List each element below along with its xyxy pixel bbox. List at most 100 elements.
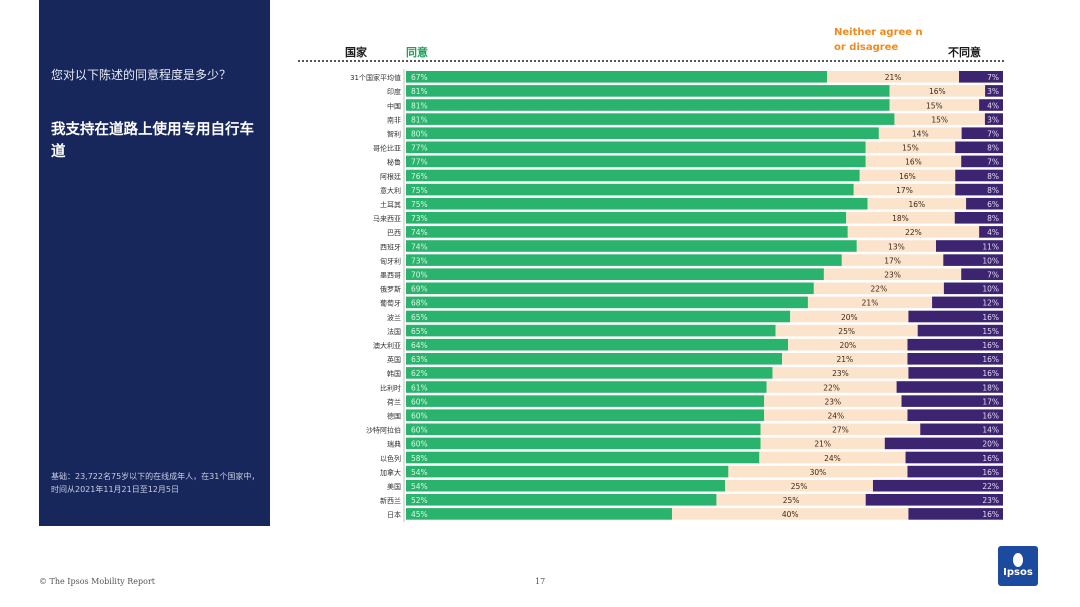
data-label-agree: 65% — [411, 313, 428, 322]
bar-neither — [807, 296, 933, 309]
legend-disagree: 不同意 — [948, 46, 981, 59]
data-label-agree: 64% — [411, 341, 428, 350]
bar-neither — [788, 338, 908, 351]
data-label-agree: 81% — [411, 101, 428, 110]
bar-neither — [725, 479, 873, 492]
category-label: 法国 — [387, 327, 401, 336]
bar-neither — [853, 183, 956, 196]
category-label: 以色列 — [380, 454, 401, 463]
bar-agree — [406, 409, 765, 421]
bar-agree — [406, 479, 726, 492]
category-label: 澳大利亚 — [373, 341, 401, 350]
bar-disagree — [907, 409, 1003, 421]
bar-neither — [847, 226, 980, 238]
data-label-neither: 21% — [862, 299, 879, 308]
data-label-neither: 23% — [825, 397, 842, 406]
data-label-disagree: 17% — [982, 397, 999, 406]
data-label-agree: 60% — [411, 426, 428, 435]
data-label-neither: 17% — [896, 186, 913, 195]
bar-disagree — [955, 169, 1003, 182]
bar-disagree — [908, 310, 1003, 323]
data-label-agree: 63% — [411, 355, 428, 364]
bar-disagree — [979, 99, 1003, 111]
bar-agree — [406, 268, 824, 280]
bar-agree — [406, 381, 767, 393]
data-label-neither: 15% — [931, 115, 948, 124]
base-note: 基础：23,722名75岁以下的在线成年人，在31个国家中，时间从2021年11… — [51, 472, 260, 494]
bar-disagree — [943, 282, 1003, 295]
bar-neither — [775, 324, 918, 337]
data-label-disagree: 8% — [987, 172, 999, 181]
data-label-disagree: 10% — [982, 285, 999, 294]
bar-agree — [406, 282, 814, 295]
bar-neither — [813, 282, 944, 295]
data-label-neither: 16% — [899, 172, 916, 181]
data-label-agree: 60% — [411, 440, 428, 449]
category-label: 加拿大 — [380, 468, 401, 477]
bar-disagree — [908, 508, 1003, 520]
data-label-neither: 25% — [791, 482, 808, 491]
category-label: 瑞典 — [387, 440, 401, 449]
bar-disagree — [907, 338, 1003, 351]
bar-agree — [406, 155, 866, 168]
data-label-disagree: 3% — [987, 115, 999, 124]
data-label-disagree: 22% — [982, 482, 999, 491]
data-label-disagree: 15% — [982, 327, 999, 336]
data-label-agree: 77% — [411, 144, 428, 153]
category-label: 美国 — [387, 482, 401, 491]
survey-question: 您对以下陈述的同意程度是多少？ — [51, 68, 232, 82]
bar-agree — [406, 338, 789, 351]
bar-disagree — [966, 197, 1003, 210]
data-label-agree: 52% — [411, 496, 428, 505]
data-label-agree: 75% — [411, 200, 428, 209]
category-label: 中国 — [387, 101, 401, 110]
data-label-neither: 22% — [905, 228, 922, 237]
data-label-neither: 30% — [810, 468, 827, 477]
bar-neither — [865, 155, 962, 168]
bar-agree — [406, 85, 890, 97]
data-label-neither: 16% — [905, 158, 922, 167]
bar-disagree — [984, 113, 1003, 125]
bar-agree — [406, 395, 765, 407]
data-label-agree: 81% — [411, 87, 428, 96]
category-label: 31个国家平均值 — [350, 73, 401, 82]
bar-disagree — [961, 268, 1003, 280]
logo-dot-icon — [1013, 553, 1023, 567]
data-label-disagree: 8% — [987, 214, 999, 223]
data-label-neither: 15% — [902, 144, 919, 153]
bar-agree — [406, 197, 868, 210]
bar-agree — [406, 423, 761, 436]
bar-disagree — [955, 141, 1003, 154]
category-label: 新西兰 — [380, 496, 401, 505]
data-label-disagree: 4% — [987, 228, 999, 237]
page-number: 17 — [535, 577, 546, 586]
data-label-disagree: 10% — [982, 256, 999, 265]
bar-neither — [772, 367, 909, 379]
data-label-disagree: 7% — [987, 158, 999, 167]
category-label: 波兰 — [387, 313, 401, 322]
header-divider — [298, 60, 1004, 62]
data-label-agree: 65% — [411, 327, 428, 336]
data-label-agree: 68% — [411, 299, 428, 308]
data-label-neither: 16% — [909, 200, 926, 209]
data-label-agree: 58% — [411, 454, 428, 463]
category-label: 墨西哥 — [380, 272, 401, 280]
bar-neither — [867, 197, 967, 210]
category-label: 沙特阿拉伯 — [366, 426, 401, 435]
bar-agree — [406, 353, 783, 365]
bar-neither — [764, 409, 908, 421]
data-label-disagree: 14% — [982, 426, 999, 435]
bar-neither — [878, 127, 962, 139]
category-label: 韩国 — [387, 369, 401, 378]
category-label: 意大利 — [380, 186, 401, 195]
data-label-agree: 75% — [411, 186, 428, 195]
bar-neither — [889, 99, 980, 111]
data-label-agree: 62% — [411, 369, 428, 378]
bar-disagree — [907, 353, 1003, 365]
data-label-disagree: 7% — [987, 271, 999, 280]
data-label-neither: 14% — [912, 130, 929, 139]
category-label: 南非 — [387, 115, 401, 124]
data-label-disagree: 8% — [987, 144, 999, 153]
data-label-neither: 40% — [782, 510, 799, 519]
bar-neither — [716, 494, 866, 506]
